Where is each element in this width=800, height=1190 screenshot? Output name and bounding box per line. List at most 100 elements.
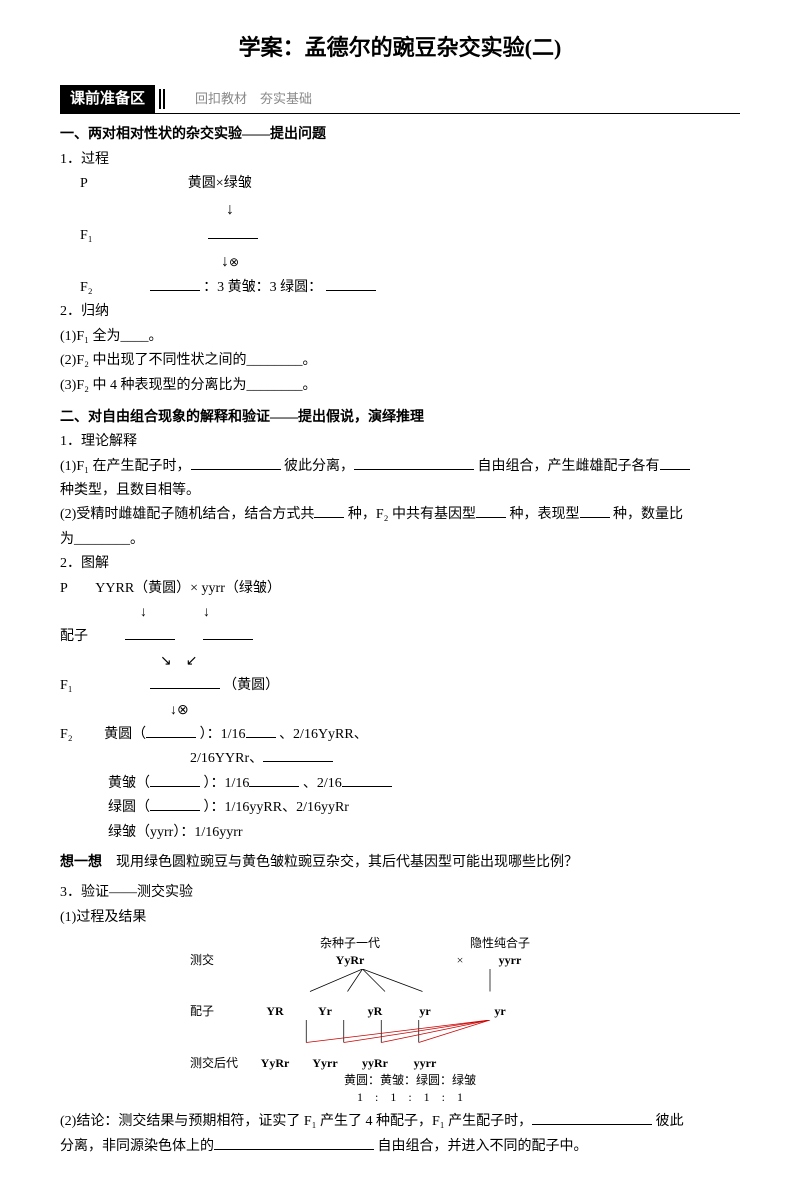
merge-lines-icon	[190, 1020, 610, 1050]
testcross-label: 测交	[190, 952, 250, 969]
gr-mid: ）：1/16yyRR、2/16yyRr	[204, 800, 349, 815]
F2-label: F₂	[80, 280, 93, 295]
blank	[150, 675, 220, 689]
s2-i2b: 种，F₂ 中共有基因型	[348, 507, 476, 522]
prep-section-bar: 课前准备区 回扣教材 夯实基础	[60, 85, 740, 114]
s3-i2b: 彼此	[656, 1114, 684, 1129]
o4: yyrr	[400, 1055, 450, 1072]
recessive-label: 隐性纯合子	[450, 935, 550, 952]
think-block: 想一想 现用绿色圆粒豌豆与黄色皱粒豌豆杂交，其后代基因型可能出现哪些比例？	[60, 852, 740, 874]
s2-i2: (2)受精时雌雄配子随机结合，结合方式共 种，F₂ 中共有基因型 种，表现型 种…	[60, 504, 740, 526]
prep-sub: 回扣教材 夯实基础	[195, 89, 312, 110]
yr-line2: 2/16YYRr、	[190, 751, 263, 766]
arrow-down-icon: ↓⊗	[220, 249, 240, 275]
pheno-line: 黄圆：黄皱：绿圆：绿皱	[190, 1072, 610, 1089]
merge-arrows: ↘ ↙	[160, 651, 740, 673]
arrows-down: ↓ ↓	[140, 602, 740, 624]
branch-lines-icon	[190, 969, 610, 999]
s2-i1c: 自由组合，产生雌雄配子各有	[478, 459, 660, 474]
think-text: 现用绿色圆粒豌豆与黄色皱粒豌豆杂交，其后代基因型可能出现哪些比例？	[102, 855, 578, 870]
hybrid-label: 杂种子一代	[250, 935, 450, 952]
blank	[354, 456, 474, 470]
blank	[146, 724, 196, 738]
yw-mid: ）：1/16	[204, 776, 250, 791]
s2-i2a: (2)受精时雌雄配子随机结合，结合方式共	[60, 507, 314, 522]
f2-row-yr: F₂ 黄圆（ ）：1/16 、2/16YyRR、	[60, 724, 740, 746]
s2-p1: 1．理论解释	[60, 431, 740, 453]
f2-row-gw: 绿皱（yyrr）：1/16yyrr	[60, 822, 740, 844]
s2-heading: 二、对自由组合现象的解释和验证——提出假说，演绎推理	[60, 407, 740, 429]
s2-i1a: (1)F₁ 在产生配子时，	[60, 459, 191, 474]
F1-label: F₁	[80, 228, 93, 243]
yr-pheno: 黄圆（	[104, 727, 146, 742]
blank-f1	[208, 225, 258, 239]
s3-i1: (1)过程及结果	[60, 907, 740, 929]
s2-i2e: 为________。	[60, 529, 740, 551]
g2: Yr	[300, 1003, 350, 1020]
s3-i2-2: 分离，非同源染色体上的 自由组合，并进入不同的配子中。	[60, 1136, 740, 1158]
s1-i1: (1)F₁ 全为____。	[60, 326, 740, 348]
f2-row-yw: 黄皱（ ）：1/16 、2/16	[60, 773, 740, 795]
s1-i3: (3)F₂ 中 4 种表现型的分离比为________。	[60, 375, 740, 397]
gamete-label: 配子	[60, 629, 88, 644]
yw-pheno: 黄皱（	[108, 776, 150, 791]
s3-i2d: 自由组合，并进入不同的配子中。	[378, 1139, 588, 1154]
s3-i2c: 分离，非同源染色体上的	[60, 1139, 214, 1154]
blank	[214, 1136, 374, 1150]
s2-i2c: 种，表现型	[510, 507, 580, 522]
gamete-row: 配子	[60, 626, 740, 648]
blank	[246, 724, 276, 738]
selfcross-icon: ⊗	[229, 255, 239, 269]
blank-f2a	[150, 277, 200, 291]
s3-i2a: (2)结论：测交结果与预期相符，证实了 F₁ 产生了 4 种配子，F₁ 产生配子…	[60, 1114, 532, 1129]
s2-i1d: 种类型，且数目相等。	[60, 480, 740, 502]
s3-i2: (2)结论：测交结果与预期相符，证实了 F₁ 产生了 4 种配子，F₁ 产生配子…	[60, 1111, 740, 1133]
yr-mid: ）：1/16	[200, 727, 246, 742]
s2-Pline: P YYRR（黄圆）× yyrr（绿皱）	[60, 578, 740, 600]
testcross-diagram: 杂种子一代 隐性纯合子 测交 YyRr × yyrr 配子 YR Yr yR y…	[190, 935, 610, 1105]
blank	[191, 456, 281, 470]
blank	[314, 504, 344, 518]
F1-label2: F₁	[60, 678, 73, 693]
g3: yR	[350, 1003, 400, 1020]
s3-p3: 3．验证——测交实验	[60, 882, 740, 904]
s2-i1b: 彼此分离，	[284, 459, 354, 474]
s2-i1: (1)F₁ 在产生配子时， 彼此分离， 自由组合，产生雌雄配子各有	[60, 456, 740, 478]
blank	[150, 797, 200, 811]
recessive-geno: yyrr	[470, 952, 550, 969]
g1: YR	[250, 1003, 300, 1020]
g4: yr	[400, 1003, 450, 1020]
F1-pheno: （黄圆）	[223, 678, 279, 693]
blank	[203, 626, 253, 640]
blank	[150, 773, 200, 787]
f2-row-yr2: 2/16YYRr、	[60, 748, 740, 770]
gamete-label2: 配子	[190, 1003, 250, 1020]
o3: yyRr	[350, 1055, 400, 1072]
page-title: 学案：孟德尔的豌豆杂交实验(二)	[60, 30, 740, 65]
blank	[476, 504, 506, 518]
f2-mid: ：3 黄皱：3 绿圆：	[203, 280, 322, 295]
selfcross-icon: ⊗	[177, 703, 189, 718]
f2-row-gr: 绿圆（ ）：1/16yyRR、2/16yyRr	[60, 797, 740, 819]
blank	[532, 1111, 652, 1125]
F2-label2: F₂	[60, 727, 73, 742]
hybrid-geno: YyRr	[250, 952, 450, 969]
g5: yr	[450, 1003, 550, 1020]
F1-row: F₁ （黄圆）	[60, 675, 740, 697]
s2-p2: 2．图解	[60, 553, 740, 575]
blank	[263, 748, 333, 762]
o2: Yyrr	[300, 1055, 350, 1072]
s1-p1: 1．过程	[60, 149, 740, 171]
cross-top: 黄圆×绿皱	[188, 176, 252, 191]
decor-bars	[159, 89, 165, 109]
prep-label: 课前准备区	[60, 85, 155, 113]
blank	[342, 773, 392, 787]
offspring-label: 测交后代	[190, 1055, 250, 1072]
s1-p2: 2．归纳	[60, 301, 740, 323]
yr-mid2: 、2/16YyRR、	[279, 727, 368, 742]
s1-i2: (2)F₂ 中出现了不同性状之间的________。	[60, 350, 740, 372]
o1: YyRr	[250, 1055, 300, 1072]
yw-mid2: 、2/16	[303, 776, 342, 791]
blank	[125, 626, 175, 640]
gr-pheno: 绿圆（	[108, 800, 150, 815]
